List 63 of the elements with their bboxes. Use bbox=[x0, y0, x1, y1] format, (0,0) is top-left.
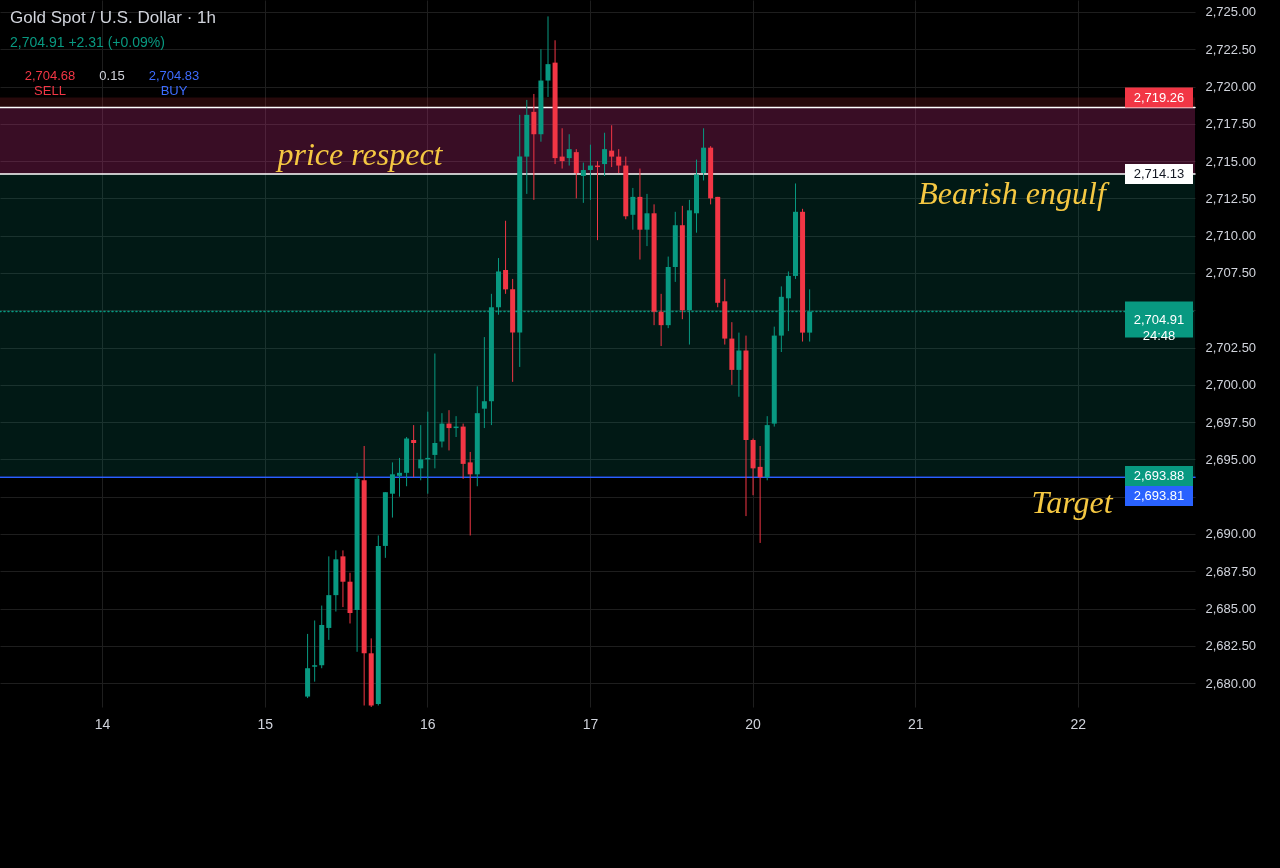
candlestick bbox=[736, 332, 742, 398]
annotation: Target bbox=[1031, 484, 1114, 520]
x-tick-label: 16 bbox=[420, 715, 436, 732]
y-tick-label: 2,725.00 bbox=[1205, 4, 1257, 20]
x-tick-label: 15 bbox=[257, 715, 274, 732]
candlestick bbox=[503, 220, 509, 295]
candlestick bbox=[757, 445, 763, 544]
x-tick-label: 14 bbox=[94, 715, 111, 732]
candlestick bbox=[566, 133, 572, 167]
band-label: 2,693.88 bbox=[1133, 468, 1185, 484]
annotation: price respect bbox=[275, 136, 444, 172]
y-tick-label: 2,695.00 bbox=[1205, 451, 1257, 467]
ref-line-label: 2,693.81 bbox=[1133, 488, 1185, 504]
y-tick-label: 2,687.50 bbox=[1205, 563, 1257, 579]
annotation: 2,704.83 BUY bbox=[148, 68, 200, 98]
y-tick-label: 2,690.00 bbox=[1205, 526, 1257, 542]
candlestick bbox=[630, 187, 636, 231]
candlestick bbox=[658, 293, 664, 347]
x-tick-label: 21 bbox=[907, 715, 924, 732]
candlestick bbox=[432, 353, 438, 469]
y-tick-label: 2,685.00 bbox=[1205, 601, 1257, 617]
y-tick-label: 2,707.50 bbox=[1205, 265, 1257, 281]
candlestick bbox=[609, 124, 615, 168]
text: 2,704.91 +2.31 (+0.09%) bbox=[10, 34, 165, 50]
y-tick-label: 2,710.00 bbox=[1205, 228, 1257, 244]
y-tick-label: 2,697.50 bbox=[1205, 414, 1257, 430]
candlestick bbox=[573, 148, 579, 199]
candlestick bbox=[467, 451, 473, 536]
y-tick-label: 2,680.00 bbox=[1205, 675, 1257, 691]
x-tick-label: 20 bbox=[745, 715, 762, 732]
ref-line-label: 2,714.13 bbox=[1133, 166, 1185, 182]
candlestick bbox=[602, 132, 608, 177]
candlestick bbox=[644, 193, 650, 247]
candlestick bbox=[411, 424, 417, 478]
y-tick-label: 2,717.50 bbox=[1205, 116, 1257, 132]
x-tick-label: 22 bbox=[1070, 715, 1087, 732]
annotation: Bearish engulf bbox=[918, 175, 1110, 211]
annotation: 2,704.68 SELL bbox=[24, 68, 76, 98]
candlestick bbox=[545, 15, 551, 98]
y-tick-label: 2,715.00 bbox=[1205, 153, 1257, 169]
ref-line-label: 2,704.91 24:48 bbox=[1133, 311, 1185, 343]
y-tick-label: 2,712.50 bbox=[1205, 190, 1257, 206]
candlestick bbox=[616, 148, 622, 174]
candlestick bbox=[389, 461, 395, 519]
y-tick-label: 2,702.50 bbox=[1205, 340, 1257, 356]
band-label: 2,719.26 bbox=[1133, 89, 1185, 105]
y-tick-label: 2,720.00 bbox=[1205, 79, 1257, 95]
annotation: 0.15 bbox=[99, 68, 125, 83]
y-tick-label: 2,700.00 bbox=[1205, 377, 1257, 393]
candlestick bbox=[531, 93, 537, 201]
y-tick-label: 2,682.50 bbox=[1205, 638, 1257, 654]
candlestick bbox=[446, 409, 452, 451]
y-tick-label: 2,722.50 bbox=[1205, 41, 1257, 57]
candlestick bbox=[481, 336, 487, 429]
candlestick bbox=[587, 144, 593, 201]
candlestick bbox=[418, 424, 424, 481]
candlestick bbox=[580, 162, 586, 204]
candlestick bbox=[559, 127, 565, 170]
chart-title: Gold Spot / U.S. Dollar · 1h bbox=[10, 8, 216, 27]
x-tick-label: 17 bbox=[582, 715, 599, 732]
candlestick bbox=[439, 412, 445, 448]
candlestick bbox=[397, 457, 403, 498]
candlestick bbox=[312, 619, 318, 683]
